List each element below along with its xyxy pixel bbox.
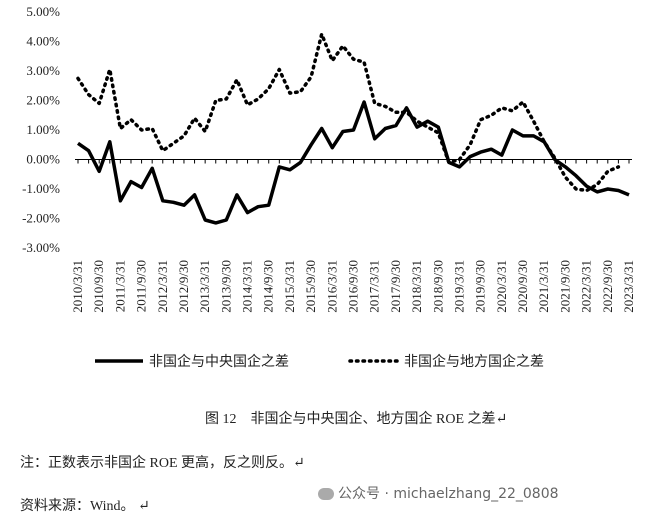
x-tick-label: 2013/9/30 [218, 260, 233, 313]
x-tick-label: 2017/3/31 [367, 260, 382, 313]
x-tick-label: 2010/9/30 [91, 260, 106, 313]
x-tick-label: 2020/9/30 [515, 260, 530, 313]
line-series [76, 100, 630, 225]
y-tick-label: 4.00% [26, 34, 60, 49]
y-tick-label: -1.00% [22, 181, 60, 196]
legend-label: 非国企与地方国企之差 [404, 353, 544, 370]
y-tick-label: -2.00% [22, 211, 60, 226]
x-tick-label: 2021/9/30 [557, 260, 572, 313]
note: 注：正数表示非国企 ROE 更高，反之则反。↵ [20, 456, 305, 471]
x-tick-label: 2011/3/31 [112, 260, 127, 312]
x-tick-label: 2015/9/30 [303, 260, 318, 313]
caption: 图 12 非国企与中央国企、地方国企 ROE 之差↵ [205, 412, 508, 427]
x-tick-label: 2013/3/31 [197, 260, 212, 313]
x-tick-label: 2018/9/30 [430, 260, 445, 313]
x-tick-label: 2016/9/30 [346, 260, 361, 313]
x-tick-label: 2014/9/30 [261, 260, 276, 313]
y-tick-label: 5.00% [26, 4, 60, 19]
y-tick-label: 0.00% [26, 152, 60, 167]
x-tick-label: 2015/3/31 [282, 260, 297, 313]
x-tick-label: 2018/3/31 [409, 260, 424, 313]
watermark: 公众号 · michaelzhang_22_0808 [318, 483, 559, 503]
y-tick-label: 1.00% [26, 122, 60, 137]
legend-label: 非国企与中央国企之差 [149, 353, 289, 370]
y-tick-label: -3.00% [22, 240, 60, 255]
watermark-text: 公众号 · michaelzhang_22_0808 [338, 486, 559, 502]
x-tick-label: 2014/3/31 [240, 260, 255, 313]
x-tick-label: 2020/3/31 [494, 260, 509, 313]
x-tick-label: 2022/9/30 [600, 260, 615, 313]
x-tick-label: 2021/3/31 [536, 260, 551, 313]
x-tick-label: 2022/3/31 [579, 260, 594, 313]
x-tick-label: 2010/3/31 [70, 260, 85, 313]
source: 资料来源：Wind。 ↵ [20, 499, 150, 514]
x-tick-label: 2017/9/30 [388, 260, 403, 313]
x-tick-label: 2019/9/30 [473, 260, 488, 313]
y-tick-label: 3.00% [26, 63, 60, 78]
y-tick-label: 2.00% [26, 93, 60, 108]
x-tick-label: 2019/3/31 [451, 260, 466, 313]
x-tick-label: 2016/3/31 [324, 260, 339, 313]
chart: -3.00% -2.00% -1.00% 0.00% 1.00% 2.00% 3.00% 4.… [22, 4, 636, 370]
x-tick-label: 2012/3/31 [155, 260, 170, 313]
line-series [76, 32, 621, 193]
x-tick-label: 2023/3/31 [621, 260, 636, 313]
x-tick-label: 2012/9/30 [176, 260, 191, 313]
x-tick-label: 2011/9/30 [134, 260, 149, 312]
